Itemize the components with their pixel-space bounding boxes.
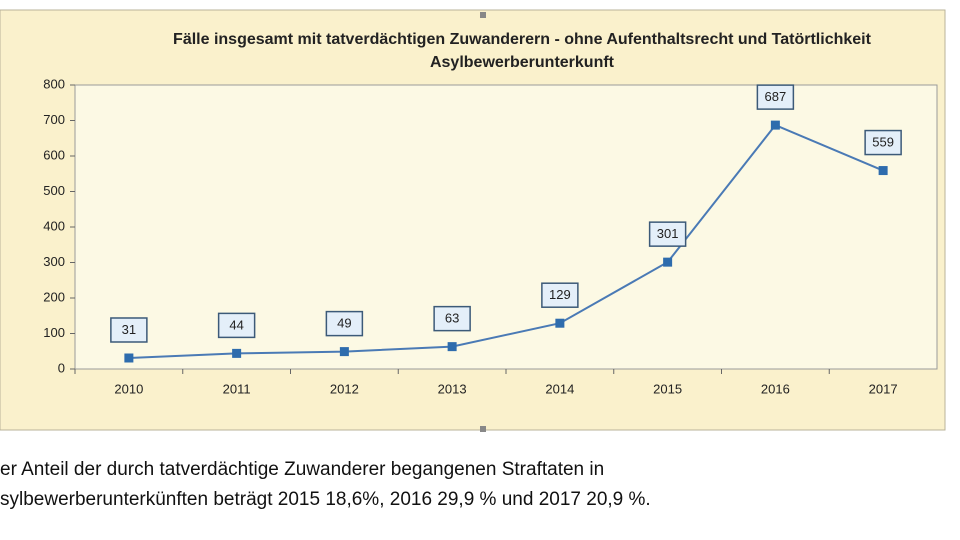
marker bbox=[878, 166, 888, 176]
data-label: 31 bbox=[122, 322, 136, 337]
marker bbox=[232, 348, 242, 358]
x-tick-label: 2015 bbox=[653, 381, 682, 396]
y-tick-label: 100 bbox=[43, 325, 65, 340]
x-tick-label: 2011 bbox=[223, 381, 251, 396]
data-label-box bbox=[756, 84, 795, 110]
marker bbox=[124, 353, 134, 363]
marker bbox=[339, 347, 349, 357]
marker bbox=[555, 318, 565, 328]
caption-line: er Anteil der durch tatverdächtige Zuwan… bbox=[0, 459, 604, 480]
data-label: 559 bbox=[872, 134, 894, 149]
data-label: 63 bbox=[445, 311, 459, 326]
data-label: 49 bbox=[337, 316, 351, 331]
marker bbox=[663, 257, 673, 267]
line bbox=[128, 123, 884, 359]
data-label-box bbox=[648, 221, 687, 247]
x-tick-label: 2012 bbox=[330, 381, 359, 396]
y-tick-label: 300 bbox=[43, 254, 65, 269]
y-tick-label: 400 bbox=[43, 218, 65, 233]
data-label-box bbox=[217, 312, 256, 339]
data-label-box bbox=[110, 317, 148, 343]
x-tick-label: 2016 bbox=[761, 381, 790, 396]
y-tick-label: 500 bbox=[43, 183, 65, 198]
handle bbox=[480, 12, 486, 18]
data-label-box bbox=[541, 282, 579, 308]
data-label: 301 bbox=[657, 226, 679, 241]
marker bbox=[447, 342, 457, 352]
caption-line: sylbewerberunterkünften beträgt 2015 18,… bbox=[0, 489, 651, 510]
plot-area bbox=[74, 84, 938, 370]
x-tick-label: 2013 bbox=[438, 381, 467, 396]
y-tick-label: 800 bbox=[43, 76, 65, 91]
data-label: 129 bbox=[549, 287, 571, 302]
handle bbox=[480, 426, 486, 432]
x-tick-label: 2017 bbox=[869, 381, 898, 396]
y-tick-label: 0 bbox=[58, 360, 65, 375]
data-label-box bbox=[433, 305, 471, 332]
data-label-box bbox=[864, 129, 902, 156]
chart-title: Fälle insgesamt mit tatverdächtigen Zuwa… bbox=[173, 31, 871, 71]
y-tick-label: 600 bbox=[43, 147, 65, 162]
data-label: 44 bbox=[229, 317, 243, 332]
y-tick-label: 200 bbox=[43, 289, 65, 304]
data-label-box bbox=[325, 310, 364, 337]
x-tick-label: 2010 bbox=[114, 381, 143, 396]
x-tick-label: 2014 bbox=[545, 381, 574, 396]
data-label: 687 bbox=[765, 89, 787, 104]
marker bbox=[770, 120, 780, 130]
y-tick-label: 700 bbox=[43, 112, 65, 127]
